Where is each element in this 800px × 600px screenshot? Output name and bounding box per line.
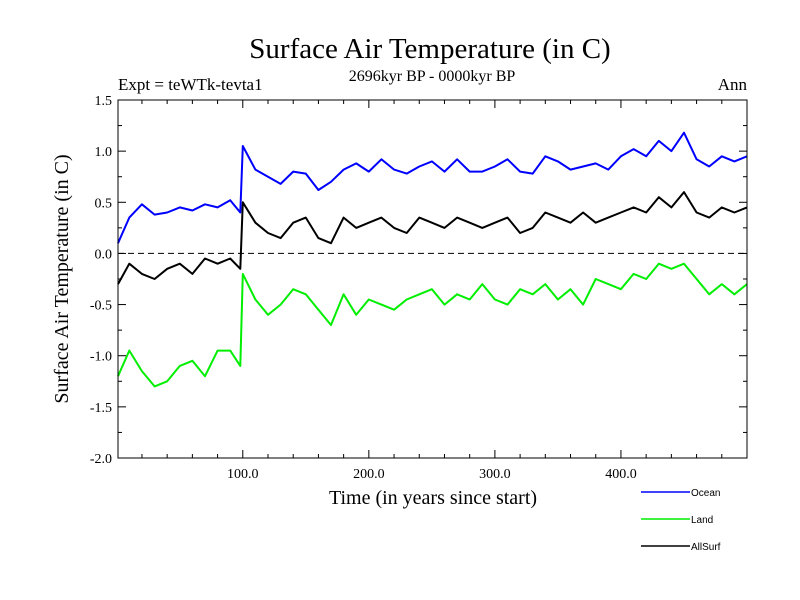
y-tick-label: 1.5 — [95, 94, 113, 109]
experiment-label: Expt = teWTk-tevta1 — [118, 75, 263, 94]
y-tick-label: -1.5 — [90, 401, 112, 416]
x-tick-label: 200.0 — [353, 467, 385, 482]
tick-layer: 1.5 1.0 0.5 0.0 -0.5 -1.0 -1.5 -2.0 100.0 200.0 30… — [90, 94, 747, 482]
legend-label-land: Land — [691, 515, 713, 526]
y-axis-label: Surface Air Temperature (in C) — [51, 154, 73, 403]
chart-title: Surface Air Temperature (in C) — [249, 33, 610, 65]
series-layer — [117, 131, 748, 388]
y-tick-label: -2.0 — [90, 452, 112, 467]
y-tick-label: 1.0 — [95, 145, 113, 160]
x-tick-label: 300.0 — [479, 467, 511, 482]
x-axis-label: Time (in years since start) — [329, 487, 537, 509]
y-tick-label: 0.5 — [95, 196, 113, 211]
chart-subtitle: 2696kyr BP - 0000kyr BP — [349, 68, 516, 85]
x-tick-label: 100.0 — [227, 467, 259, 482]
y-tick-label: 0.0 — [95, 247, 113, 262]
series-line-land — [117, 262, 748, 388]
series-line-ocean — [117, 131, 748, 244]
legend-label-ocean: Ocean — [691, 488, 720, 499]
x-tick-label: 400.0 — [605, 467, 637, 482]
legend: Ocean Land AllSurf — [641, 488, 721, 553]
y-tick-label: -0.5 — [90, 299, 112, 314]
season-label: Ann — [718, 75, 748, 94]
y-tick-label: -1.0 — [90, 350, 112, 365]
series-line-allsurf — [117, 191, 748, 285]
plot-frame — [117, 99, 748, 459]
legend-label-allsurf: AllSurf — [691, 542, 721, 553]
